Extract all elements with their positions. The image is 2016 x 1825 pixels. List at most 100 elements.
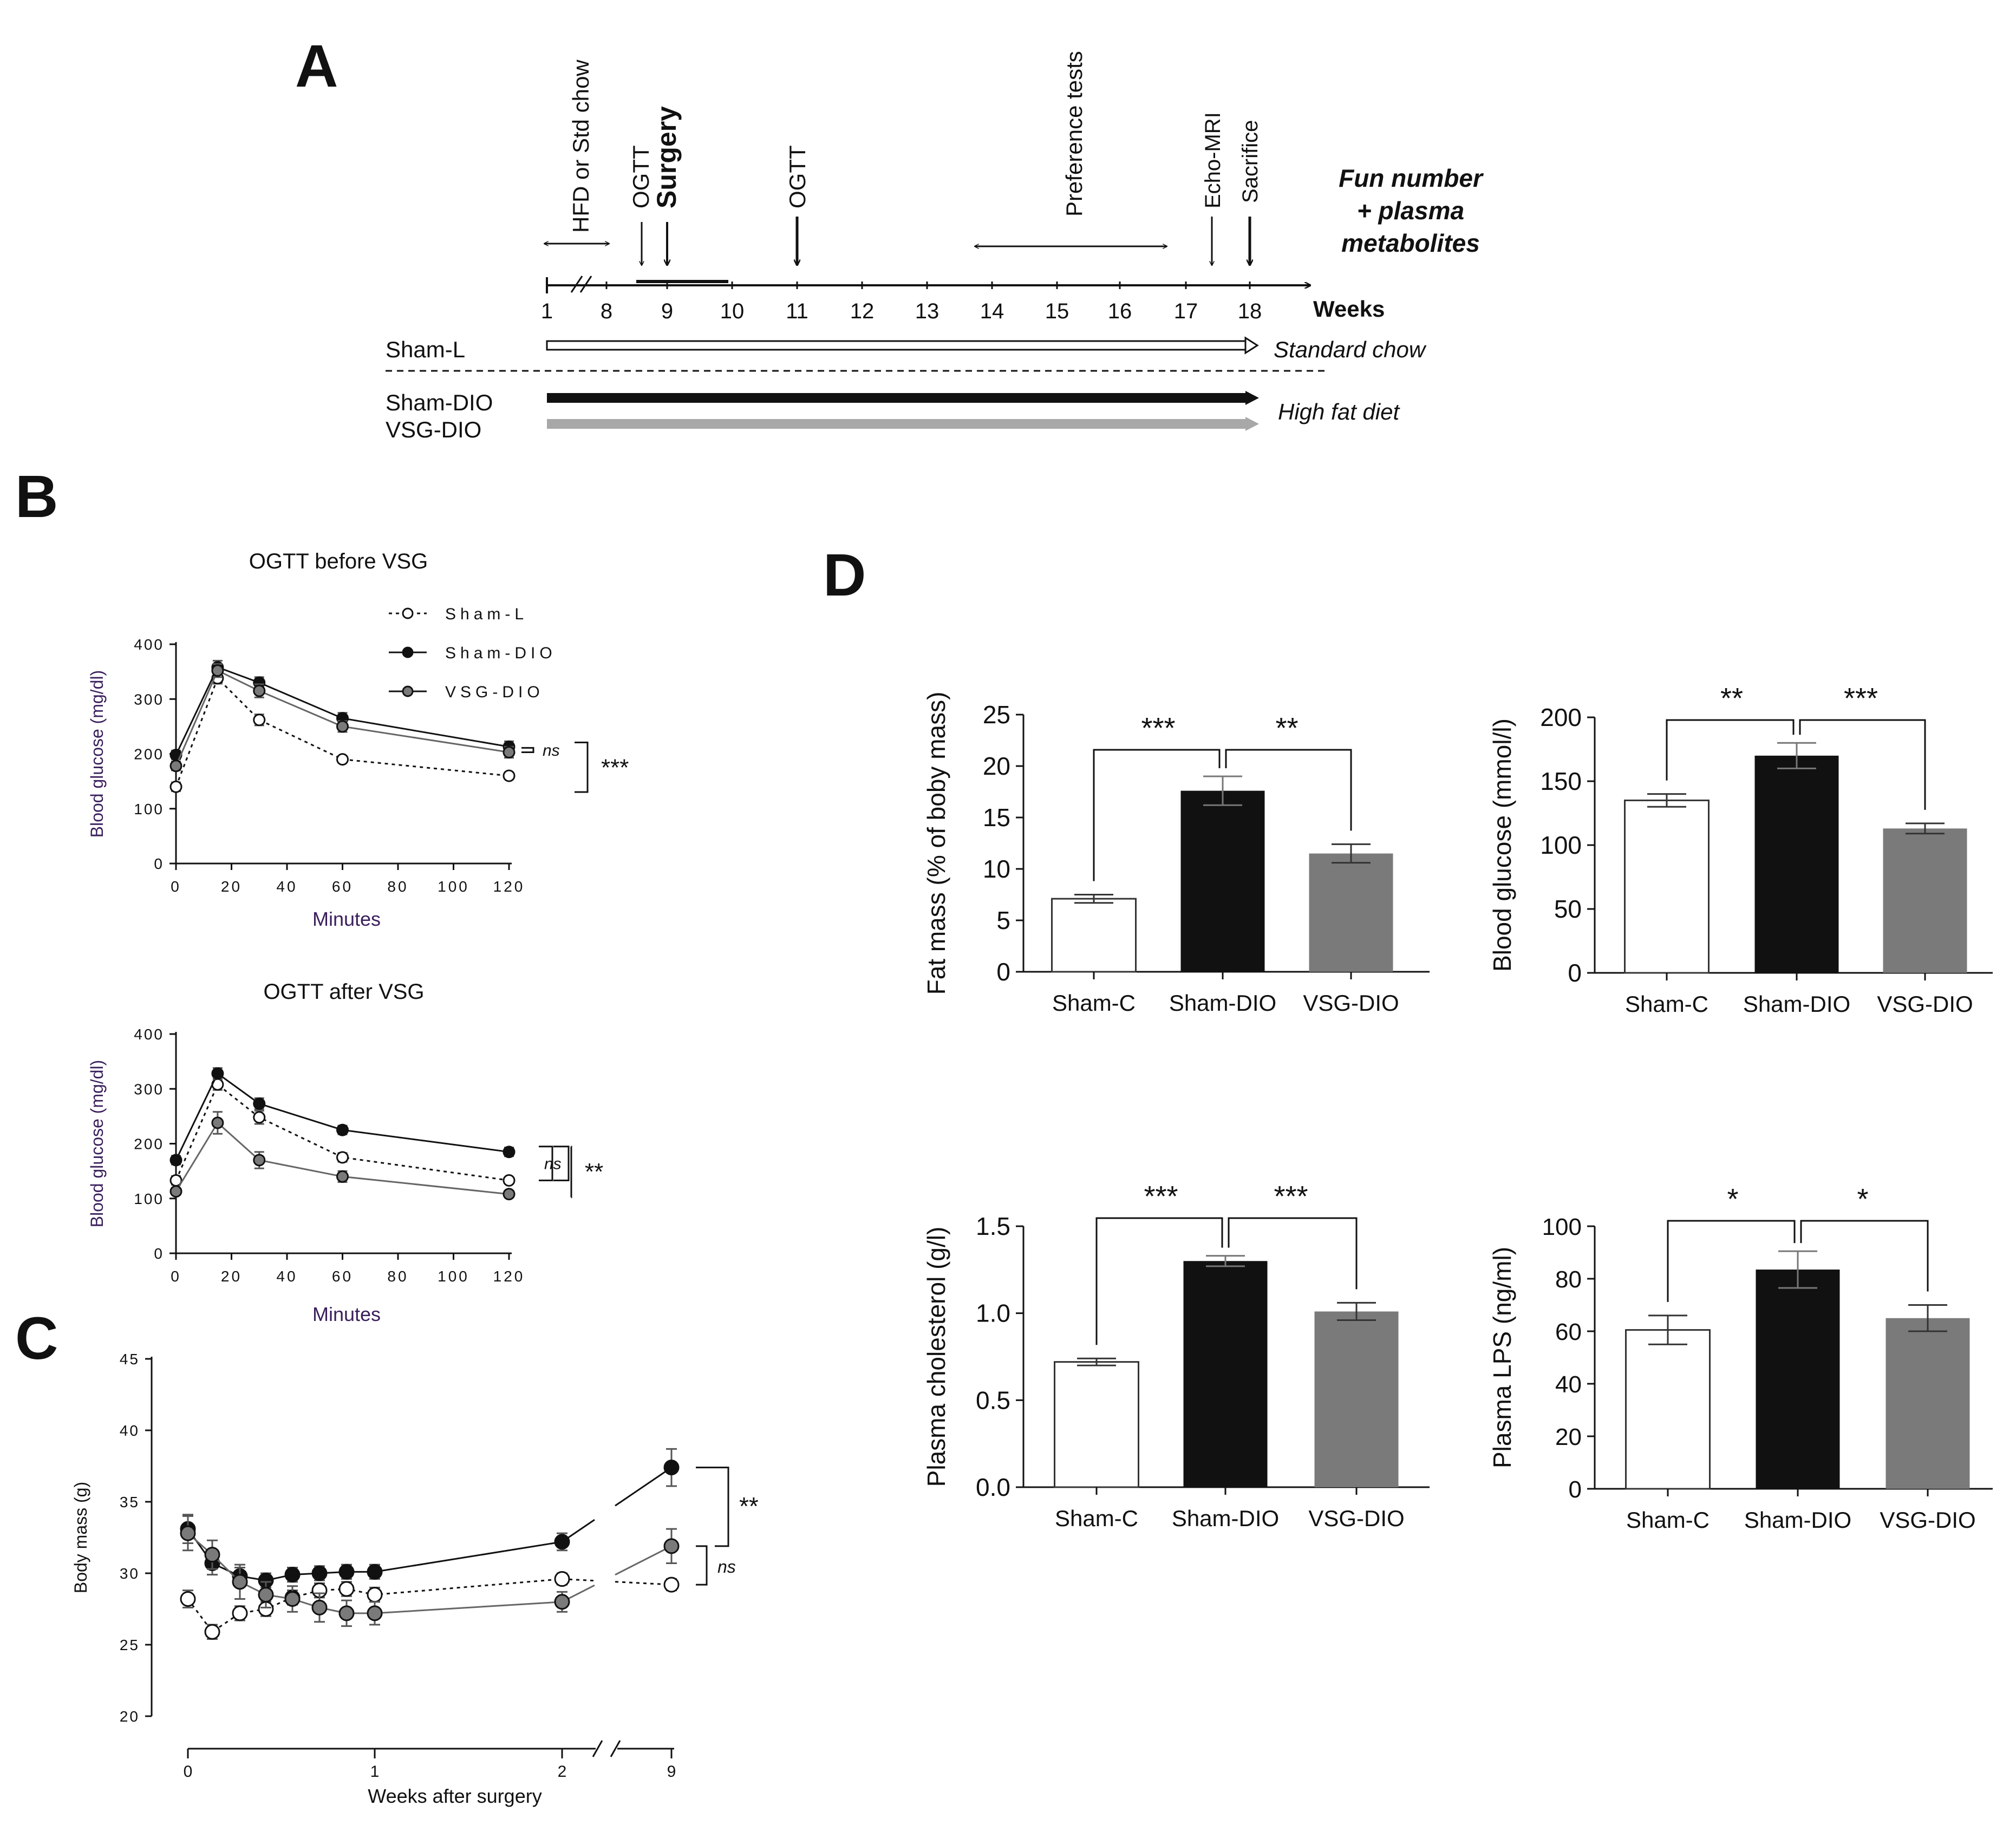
data-point [503,1188,516,1201]
panel-b-letter: B [15,463,58,530]
data-point [311,1599,328,1615]
data-point [336,1123,349,1136]
y-tick-label: 50 [1554,895,1582,923]
y-tick-label: 0 [154,1245,164,1262]
data-point [338,1581,355,1597]
sham-l-diet-arrow [546,340,1247,351]
data-point [180,1525,196,1541]
y-tick-label: 200 [134,746,164,763]
significance-label: ** [585,1159,603,1185]
x-tick-label: Sham-C [1052,990,1136,1016]
data-point [211,1067,224,1080]
data-point [169,1185,182,1198]
chart-plasma-lps: 0 20 40 60 80 100 Plasma LPS (ng/ml) Sham-C Sham… [1488,1183,1993,1533]
data-point [180,1591,196,1607]
y-tick-label: 100 [134,801,164,817]
sham-dio-diet-arrow [547,393,1245,403]
x-tick-label: 60 [332,1268,353,1285]
data-point [284,1591,301,1607]
y-axis-label: Plasma LPS (ng/ml) [1488,1247,1516,1468]
series-line [175,677,510,787]
timeline-tick-label: 14 [980,299,1004,323]
y-tick-label: 0 [1568,959,1582,987]
significance-bracket [1667,1220,1796,1302]
chart-title: OGTT before VSG [249,550,428,573]
significance-label: ns [717,1557,736,1577]
x-tick-label: Sham-C [1625,991,1708,1017]
bar [1885,1318,1970,1489]
axis-break-mark [610,1740,621,1757]
y-tick-label: 200 [134,1136,164,1153]
chart-plasma-cholesterol: 0.0 0.5 1.0 1.5 Plasma cholesterol (g/l) Sham… [922,1180,1430,1531]
diet-standard-label: Standard chow [1274,337,1427,362]
bar [1180,790,1265,972]
data-point [554,1571,570,1587]
axis-break-mark [570,276,583,293]
y-tick-label: 1.0 [976,1299,1010,1327]
timeline-tick-label: 18 [1238,299,1262,323]
data-point [253,714,266,727]
significance-bracket [1228,1217,1358,1290]
significance-bracket [1666,719,1795,781]
y-tick-label: 40 [1555,1371,1582,1398]
y-tick-label: 150 [1540,767,1582,795]
x-tick-label: VSG-DIO [1880,1507,1975,1533]
y-tick-label: 200 [1540,703,1582,731]
x-tick-label: Sham-DIO [1172,1506,1279,1531]
axis-break-mark [579,276,592,293]
data-point [503,769,516,782]
y-tick-label: 25 [120,1637,140,1653]
sacrifice-label: Sacrifice [1238,120,1262,203]
data-point [503,1174,516,1187]
significance-bracket [1225,749,1352,831]
data-point [253,1097,266,1110]
data-point [367,1564,383,1580]
data-point [258,1587,274,1603]
significance-label: ns [543,742,560,760]
y-tick-label: 0.0 [976,1473,1010,1501]
bar [1883,828,1967,973]
y-tick-label: 15 [983,803,1010,832]
legend-marker [402,607,414,619]
significance-bracket [539,1146,553,1181]
x-tick-label: Sham-C [1626,1507,1710,1533]
series-line [615,1545,672,1576]
x-tick-label: Sham-DIO [1169,990,1276,1016]
y-tick-label: 100 [134,1190,164,1207]
significance-bracket [1799,719,1926,810]
legend-marker [402,646,414,658]
significance-label: *** [1144,1180,1178,1213]
final-note-line-3: metabolites [1341,229,1480,257]
data-point [367,1587,383,1603]
y-tick-label: 300 [134,1081,164,1097]
y-tick-label: 20 [120,1708,140,1725]
data-point [663,1577,680,1593]
axis-break-mark [592,1740,603,1757]
panel-b-legend: Sham-L Sham-DIO VSG-DIO [389,605,552,701]
ogtt-label-1: OGTT [628,145,654,208]
x-tick-label: 40 [276,878,297,895]
significance-label: *** [1274,1180,1308,1213]
legend-marker [402,685,414,697]
y-tick-label: 100 [1540,831,1582,859]
y-axis-label: Blood glucose (mg/dl) [87,1060,107,1227]
significance-bracket [575,741,589,793]
y-tick-label: 20 [983,752,1010,780]
data-point [232,1574,248,1590]
data-point [336,1170,349,1183]
series-line [175,666,510,756]
echo-mri-label: Echo-MRI [1201,112,1225,208]
significance-label: * [1727,1183,1738,1215]
bar [1051,898,1137,973]
data-point [253,1154,266,1167]
series-line [175,1072,510,1161]
timeline-tick-label: 1 [541,299,553,323]
y-tick-label: 400 [134,636,164,653]
timeline-tick-label: 12 [850,299,875,323]
data-point [253,1111,266,1124]
vsg-dio-diet-arrow [547,419,1245,429]
series-line [562,1578,595,1582]
x-tick-label: 20 [221,1268,242,1285]
data-point [204,1624,220,1640]
